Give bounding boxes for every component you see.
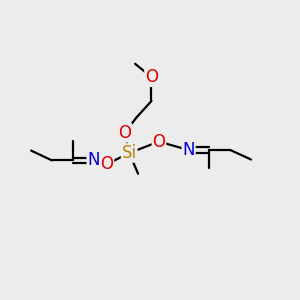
Text: O: O: [100, 155, 113, 173]
Text: O: O: [118, 124, 131, 142]
Text: N: N: [87, 152, 100, 169]
Text: Si: Si: [122, 144, 137, 162]
Text: O: O: [152, 133, 165, 151]
Text: O: O: [145, 68, 158, 86]
Text: N: N: [182, 141, 195, 159]
